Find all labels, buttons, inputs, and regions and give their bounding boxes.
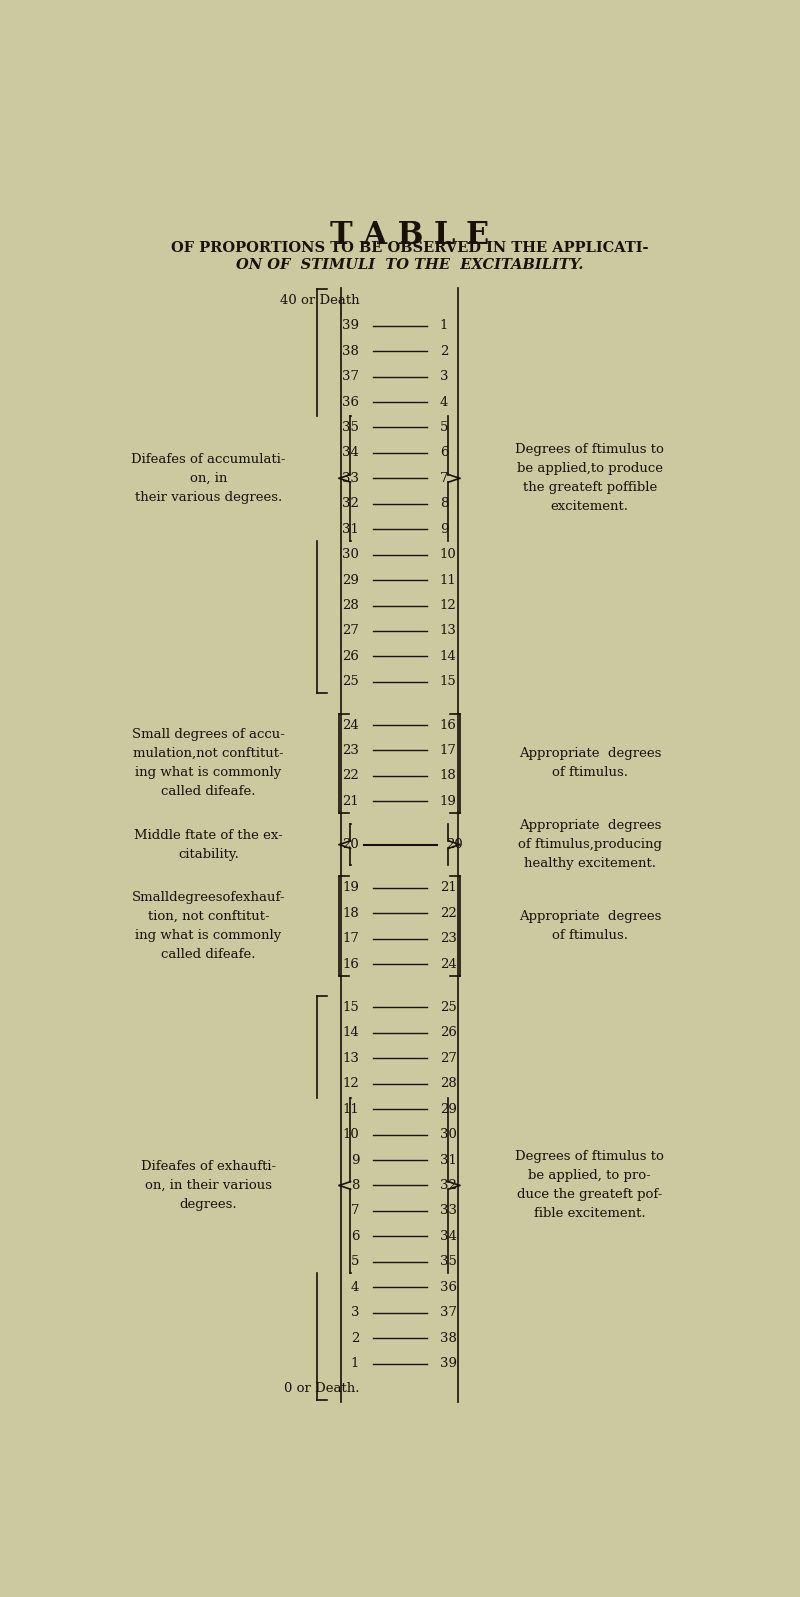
Text: 29: 29: [440, 1102, 457, 1116]
Text: 3: 3: [350, 1306, 359, 1319]
Text: 24: 24: [342, 719, 359, 731]
Text: 5: 5: [350, 1255, 359, 1268]
Text: 2: 2: [440, 345, 448, 358]
Text: 24: 24: [440, 958, 457, 971]
Text: 32: 32: [342, 497, 359, 511]
Text: Degrees of ftimulus to
be applied,to produce
the greateft poffible
excitement.: Degrees of ftimulus to be applied,to pro…: [515, 444, 664, 513]
Text: 9: 9: [350, 1153, 359, 1166]
Text: 2: 2: [350, 1332, 359, 1345]
Text: 18: 18: [342, 907, 359, 920]
Text: 11: 11: [440, 573, 457, 586]
Text: 16: 16: [342, 958, 359, 971]
Text: 4: 4: [440, 396, 448, 409]
Text: 28: 28: [342, 599, 359, 612]
Text: Difeafes of accumulati-
on, in
their various degrees.: Difeafes of accumulati- on, in their var…: [131, 454, 286, 503]
Text: 34: 34: [342, 447, 359, 460]
Text: 1: 1: [350, 1357, 359, 1370]
Text: 9: 9: [440, 522, 448, 535]
Text: 7: 7: [440, 471, 448, 485]
Text: 35: 35: [342, 422, 359, 434]
Text: 15: 15: [342, 1001, 359, 1014]
Text: Appropriate  degrees
of ftimulus.: Appropriate degrees of ftimulus.: [518, 747, 661, 779]
Text: ON OF  STIMULI  TO THE  EXCITABILITY.: ON OF STIMULI TO THE EXCITABILITY.: [236, 259, 584, 271]
Text: Smalldegreesofexhauf-
tion, not conftitut-
ing what is commonly
called difeafe.: Smalldegreesofexhauf- tion, not conftitu…: [132, 891, 286, 961]
Text: 27: 27: [342, 624, 359, 637]
Text: 12: 12: [342, 1078, 359, 1091]
Text: 3: 3: [440, 371, 448, 383]
Text: 39: 39: [440, 1357, 457, 1370]
Text: 26: 26: [342, 650, 359, 663]
Text: 38: 38: [342, 345, 359, 358]
Text: 7: 7: [350, 1204, 359, 1217]
Text: 33: 33: [440, 1204, 457, 1217]
Text: 15: 15: [440, 676, 457, 688]
Text: 16: 16: [440, 719, 457, 731]
Text: 29: 29: [342, 573, 359, 586]
Text: 26: 26: [440, 1027, 457, 1040]
Text: 38: 38: [440, 1332, 457, 1345]
Text: 19: 19: [342, 882, 359, 894]
Text: Small degrees of accu-
mulation,not conftitut-
ing what is commonly
called difea: Small degrees of accu- mulation,not conf…: [132, 728, 285, 798]
Text: 36: 36: [440, 1281, 457, 1294]
Text: 37: 37: [440, 1306, 457, 1319]
Text: 27: 27: [440, 1052, 457, 1065]
Text: 6: 6: [350, 1230, 359, 1242]
Text: 31: 31: [440, 1153, 457, 1166]
Text: 31: 31: [342, 522, 359, 535]
Text: 13: 13: [440, 624, 457, 637]
Text: 1: 1: [440, 319, 448, 332]
Text: 14: 14: [342, 1027, 359, 1040]
Text: 10: 10: [342, 1127, 359, 1142]
Text: 10: 10: [440, 548, 457, 561]
Text: 6: 6: [440, 447, 448, 460]
Text: 20: 20: [446, 838, 462, 851]
Text: Appropriate  degrees
of ftimulus,producing
healthy excitement.: Appropriate degrees of ftimulus,producin…: [518, 819, 662, 870]
Text: 25: 25: [440, 1001, 457, 1014]
Text: 13: 13: [342, 1052, 359, 1065]
Text: 14: 14: [440, 650, 457, 663]
Text: 17: 17: [440, 744, 457, 757]
Text: 25: 25: [342, 676, 359, 688]
Text: Middle ftate of the ex-
citability.: Middle ftate of the ex- citability.: [134, 829, 283, 861]
Text: Appropriate  degrees
of ftimulus.: Appropriate degrees of ftimulus.: [518, 910, 661, 942]
Text: T A B L E: T A B L E: [330, 220, 490, 251]
Text: 23: 23: [440, 933, 457, 945]
Text: 19: 19: [440, 795, 457, 808]
Text: Degrees of ftimulus to
be applied, to pro-
duce the greateft pof-
fible exciteme: Degrees of ftimulus to be applied, to pr…: [515, 1150, 664, 1220]
Text: 21: 21: [342, 795, 359, 808]
Text: 39: 39: [342, 319, 359, 332]
Text: 28: 28: [440, 1078, 457, 1091]
Text: 40 or Death: 40 or Death: [279, 294, 359, 307]
Text: 17: 17: [342, 933, 359, 945]
Text: 33: 33: [342, 471, 359, 485]
Text: 30: 30: [342, 548, 359, 561]
Text: 22: 22: [440, 907, 457, 920]
Text: 36: 36: [342, 396, 359, 409]
Text: 11: 11: [342, 1102, 359, 1116]
Text: 18: 18: [440, 770, 457, 783]
Text: 4: 4: [350, 1281, 359, 1294]
Text: 0 or Death.: 0 or Death.: [284, 1383, 359, 1396]
Text: 22: 22: [342, 770, 359, 783]
Text: Difeafes of exhaufti-
on, in their various
degrees.: Difeafes of exhaufti- on, in their vario…: [141, 1159, 276, 1211]
Text: 20: 20: [342, 838, 359, 851]
Text: 37: 37: [342, 371, 359, 383]
Text: 34: 34: [440, 1230, 457, 1242]
Text: 32: 32: [440, 1179, 457, 1191]
Text: 30: 30: [440, 1127, 457, 1142]
Text: 8: 8: [350, 1179, 359, 1191]
Text: 23: 23: [342, 744, 359, 757]
Text: OF PROPORTIONS TO BE OBSERVED IN THE APPLICATI-: OF PROPORTIONS TO BE OBSERVED IN THE APP…: [171, 241, 649, 256]
Text: 5: 5: [440, 422, 448, 434]
Text: 8: 8: [440, 497, 448, 511]
Text: 21: 21: [440, 882, 457, 894]
Text: 35: 35: [440, 1255, 457, 1268]
Text: 12: 12: [440, 599, 457, 612]
